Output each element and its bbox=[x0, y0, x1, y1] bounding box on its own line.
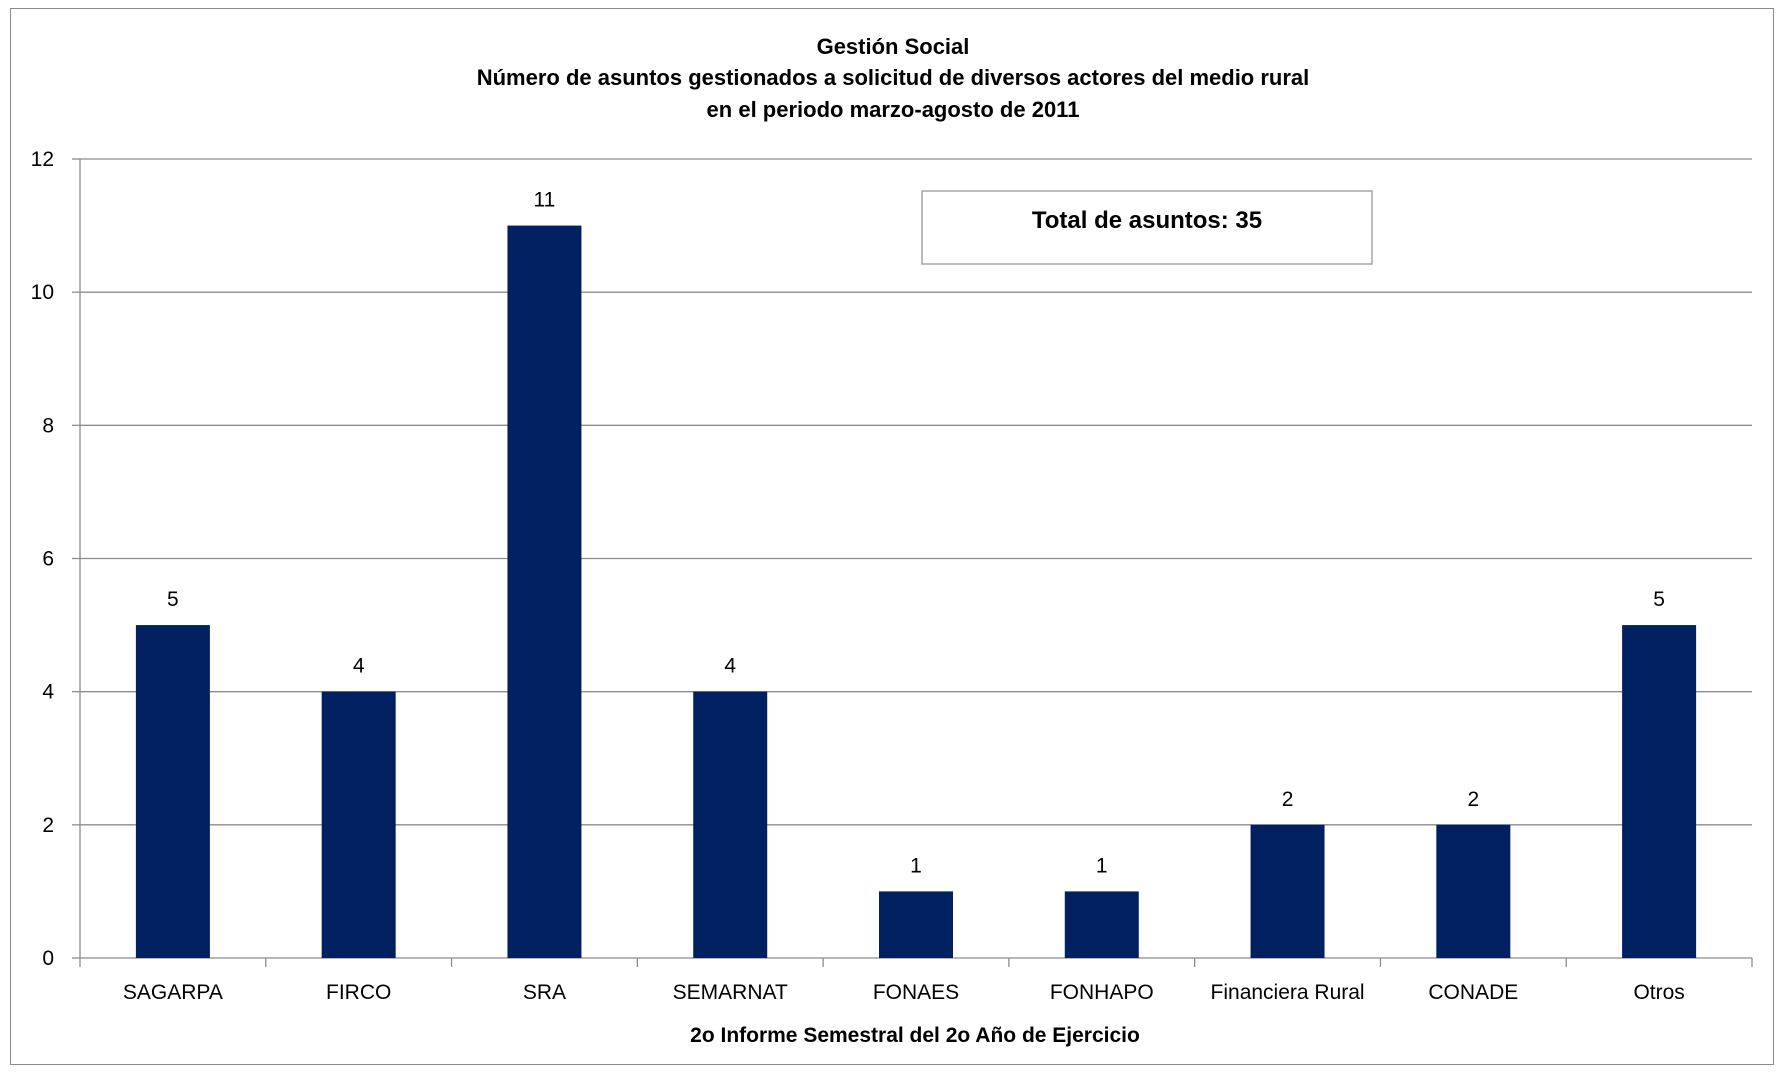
chart-title-line-1: Gestión Social bbox=[817, 34, 970, 59]
bar bbox=[1064, 891, 1139, 958]
category-label: SAGARPA bbox=[123, 981, 223, 1004]
data-label: 11 bbox=[534, 189, 556, 212]
data-label: 4 bbox=[353, 655, 365, 678]
category-label: SRA bbox=[523, 981, 566, 1004]
y-tick-label: 6 bbox=[42, 548, 54, 571]
data-label: 1 bbox=[1096, 854, 1108, 877]
y-tick-label: 4 bbox=[42, 681, 54, 704]
category-label: CONADE bbox=[1428, 981, 1518, 1004]
data-label: 1 bbox=[910, 854, 922, 877]
chart-title-line-2: Número de asuntos gestionados a solicitu… bbox=[477, 65, 1310, 90]
data-label: 5 bbox=[167, 588, 179, 611]
chart-title-line-3: en el periodo marzo-agosto de 2011 bbox=[707, 97, 1080, 122]
bar bbox=[321, 691, 396, 958]
bar bbox=[1436, 824, 1511, 958]
category-label: Otros bbox=[1633, 981, 1684, 1004]
total-annotation: Total de asuntos: 35 bbox=[921, 190, 1373, 265]
y-tick-label: 8 bbox=[42, 414, 54, 437]
bar bbox=[135, 625, 210, 958]
category-label: FONAES bbox=[873, 981, 959, 1004]
annotation-text: Total de asuntos: 35 bbox=[1032, 207, 1262, 234]
bar bbox=[693, 691, 768, 958]
y-tick-label: 12 bbox=[31, 148, 54, 171]
y-tick-label: 10 bbox=[31, 281, 54, 304]
data-label: 2 bbox=[1467, 788, 1479, 811]
category-label: SEMARNAT bbox=[673, 981, 788, 1004]
x-axis-title: 2o Informe Semestral del 2o Año de Ejerc… bbox=[690, 1024, 1140, 1047]
y-tick-labels: 0 2 4 6 8 10 12 bbox=[31, 148, 55, 970]
category-label: FIRCO bbox=[326, 981, 391, 1004]
bar bbox=[507, 225, 582, 959]
data-label: 5 bbox=[1653, 588, 1665, 611]
annotation-box bbox=[921, 190, 1373, 265]
data-label: 4 bbox=[724, 655, 736, 678]
y-tick-label: 0 bbox=[42, 947, 54, 970]
category-labels: SAGARPA FIRCO SRA SEMARNAT FONAES FONHAPO Fina… bbox=[123, 981, 1685, 1004]
category-label: Financiera Rural bbox=[1211, 981, 1365, 1004]
bars bbox=[135, 225, 1697, 959]
data-label: 2 bbox=[1282, 788, 1294, 811]
y-tick-label: 2 bbox=[42, 814, 54, 837]
bar bbox=[879, 891, 953, 958]
bar bbox=[1250, 824, 1325, 958]
bar bbox=[1622, 625, 1697, 958]
category-label: FONHAPO bbox=[1050, 981, 1154, 1004]
